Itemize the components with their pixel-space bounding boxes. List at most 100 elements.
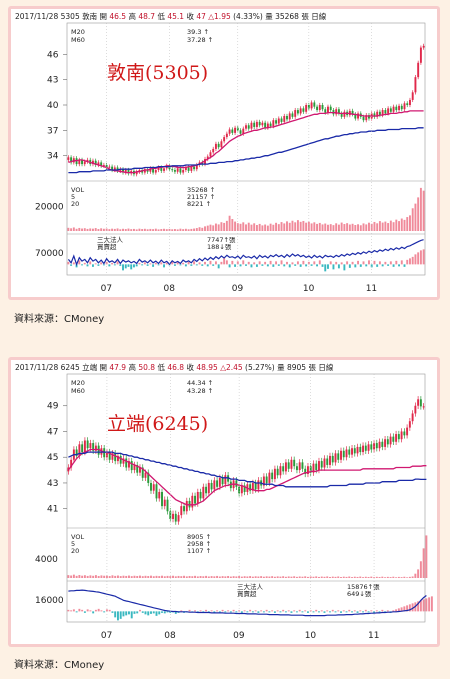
month-label: 08 — [163, 284, 175, 294]
vol-legend-name: 5 — [71, 193, 75, 201]
volume-bar — [194, 575, 197, 578]
volume-bar — [351, 223, 354, 231]
inst-bar — [136, 611, 139, 614]
inst-bar — [235, 611, 238, 613]
volume-bar — [261, 225, 264, 231]
volume-bar — [202, 576, 205, 578]
inst-bar — [184, 264, 187, 267]
candle-body — [324, 109, 327, 113]
candle-body — [243, 485, 246, 492]
volume-bar — [378, 221, 381, 231]
volume-bar — [227, 575, 230, 578]
volume-bar — [250, 224, 253, 231]
volume-bar — [397, 576, 400, 578]
inst-bar — [250, 264, 253, 268]
volume-bar — [97, 229, 100, 231]
month-label: 11 — [366, 284, 377, 294]
candle-body — [94, 160, 97, 165]
candle-body — [342, 450, 345, 458]
volume-bar — [411, 576, 414, 578]
candle-body — [348, 449, 351, 455]
ma-legend-name: M20 — [71, 28, 85, 36]
candle-body — [389, 108, 392, 112]
candle-body — [204, 159, 206, 165]
candle-body — [185, 500, 188, 512]
candle-body — [150, 482, 152, 491]
volume-bar — [154, 228, 157, 231]
volume-bar — [209, 224, 212, 231]
candle-body — [310, 102, 313, 109]
volume-bar — [220, 222, 223, 231]
candle-body — [331, 455, 334, 463]
vol-tick-label: 4000 — [35, 555, 58, 565]
inst-bar — [381, 264, 384, 267]
inst-bar — [216, 610, 219, 612]
candle-body — [160, 167, 163, 171]
candle-body — [157, 167, 160, 171]
volume-bar — [375, 576, 378, 578]
volume-bar — [163, 228, 165, 231]
inst-bar — [403, 606, 406, 612]
inst-bar — [406, 259, 409, 265]
volume-bar — [216, 575, 219, 578]
header-field: 46.8 — [167, 363, 186, 372]
candle-body — [193, 166, 196, 170]
candle-body — [254, 482, 257, 490]
header-field: △1.95 — [208, 12, 233, 21]
candle-body — [362, 116, 365, 121]
volume-bar — [147, 576, 150, 578]
volume-bar — [105, 575, 108, 578]
candle-body — [409, 99, 411, 105]
inst-bar — [179, 264, 182, 266]
inst-bar — [242, 260, 245, 265]
vol-legend-value: 8221 ↑ — [187, 200, 211, 208]
candle-body — [298, 462, 301, 471]
vol-legend-value: 35268 ↑ — [187, 186, 215, 194]
candle-body — [287, 462, 290, 469]
header-field: 46.5 — [109, 12, 128, 21]
candle-body — [119, 455, 122, 464]
volume-bar — [166, 575, 169, 578]
inst-bar — [100, 262, 103, 265]
volume-bar — [86, 575, 89, 578]
volume-bar — [287, 576, 290, 578]
inst-bar — [276, 610, 279, 612]
inst-bar — [277, 264, 280, 266]
inst-bar — [169, 611, 172, 613]
volume-bar — [122, 575, 125, 578]
candle-body — [384, 110, 387, 114]
inst-bar — [321, 264, 324, 267]
volume-bar — [89, 575, 92, 578]
volume-bar — [419, 561, 422, 578]
volume-bar — [422, 190, 425, 231]
header-field: 量 8905 張 — [277, 363, 318, 372]
month-label: 07 — [101, 631, 112, 641]
inst-bar — [384, 611, 387, 613]
ma60-line — [68, 451, 427, 488]
plot-border — [66, 373, 426, 623]
candle-body — [414, 405, 417, 414]
inst-bar — [353, 610, 356, 612]
inst-bar — [119, 611, 122, 619]
volume-bar — [141, 229, 144, 231]
candle-body — [386, 439, 389, 445]
header-field: 收 — [186, 362, 196, 372]
candle-body — [138, 170, 141, 172]
inst-bar — [83, 262, 86, 265]
volume-bar — [318, 222, 321, 231]
inst-bar — [332, 264, 335, 270]
candle-body — [111, 166, 114, 171]
candle-body — [290, 459, 293, 469]
volume-bar — [318, 576, 320, 578]
inst-bar — [133, 611, 136, 614]
inst-bar — [257, 611, 260, 613]
inst-bar — [340, 262, 343, 265]
candle-body — [283, 115, 286, 122]
inst-bar — [397, 608, 400, 612]
inst-bar — [150, 611, 152, 614]
candle-body — [368, 115, 370, 119]
volume-bar — [368, 222, 370, 231]
volume-bar — [195, 228, 198, 231]
vol-legend-value: 8905 ↑ — [187, 533, 211, 541]
candle-body — [209, 152, 212, 157]
